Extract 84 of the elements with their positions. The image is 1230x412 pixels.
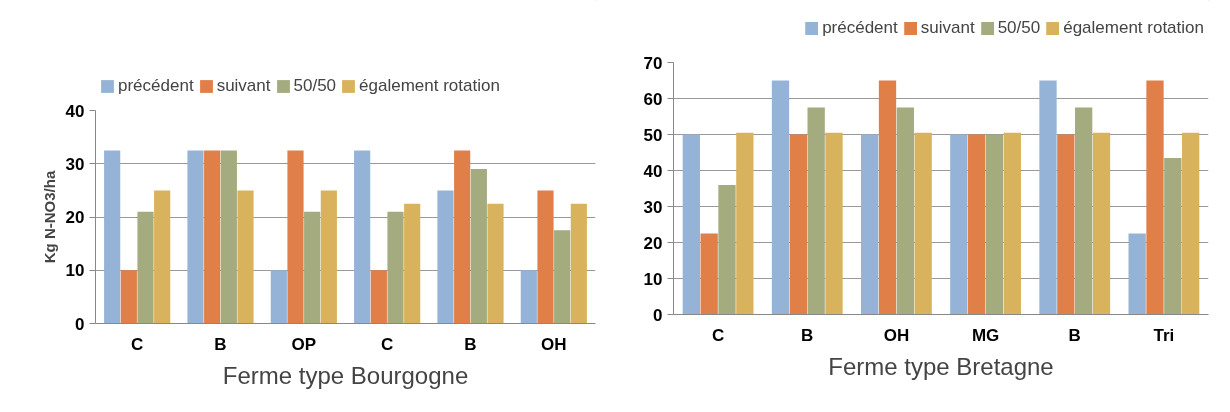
x-tick-label: MG xyxy=(971,325,1000,345)
y-tick-label: 20 xyxy=(65,208,85,227)
x-tick-label: OH xyxy=(541,334,567,354)
legend-label: également rotation xyxy=(359,76,500,96)
x-tick-label: B xyxy=(464,334,477,354)
bar xyxy=(520,270,537,324)
bar xyxy=(1075,107,1093,315)
bar xyxy=(104,150,121,324)
x-tick-label: B xyxy=(1068,325,1081,345)
bar xyxy=(387,211,404,324)
bar xyxy=(789,134,807,315)
bar xyxy=(1128,233,1146,315)
legend-label: précédent xyxy=(118,76,194,96)
y-tick-label: 50 xyxy=(643,125,663,145)
bar xyxy=(825,132,843,315)
bar xyxy=(807,107,825,315)
legend-label: 50/50 xyxy=(997,18,1041,38)
bar xyxy=(896,107,914,315)
bar xyxy=(154,190,171,324)
bar xyxy=(554,230,571,324)
bar xyxy=(204,150,221,324)
bar xyxy=(137,211,154,324)
bar xyxy=(187,150,204,324)
y-axis-title: Kg N-NO3/ha xyxy=(40,170,58,264)
bar xyxy=(878,80,897,315)
bar xyxy=(1164,157,1182,315)
bar xyxy=(370,270,387,324)
bar xyxy=(570,203,587,324)
bar xyxy=(1182,132,1200,315)
bar xyxy=(736,132,754,315)
bar xyxy=(1092,132,1111,315)
legend-label: suivant xyxy=(920,18,975,38)
bar xyxy=(950,134,968,315)
y-tick-label: 0 xyxy=(653,305,663,325)
bar xyxy=(861,134,879,315)
x-tick-label: Tri xyxy=(1153,325,1175,345)
bar xyxy=(700,233,718,315)
y-tick-label: 60 xyxy=(643,89,663,109)
bar xyxy=(682,134,700,315)
bar xyxy=(470,169,487,324)
x-tick-label: OP xyxy=(291,334,317,354)
bar xyxy=(320,190,337,324)
bar xyxy=(237,190,254,324)
y-tick-label: 40 xyxy=(65,101,85,121)
y-tick-label: 10 xyxy=(65,261,85,281)
bar xyxy=(718,184,736,315)
bar xyxy=(287,150,304,324)
x-tick-label: C xyxy=(381,334,394,354)
y-tick-label: 40 xyxy=(643,161,663,181)
legend-label: également rotation xyxy=(1063,18,1204,38)
bar xyxy=(1003,132,1021,315)
x-tick-label: C xyxy=(131,334,144,354)
x-axis-title: Ferme type Bretagne xyxy=(828,352,1054,380)
x-tick-label: OH xyxy=(883,325,910,345)
bar xyxy=(771,80,790,315)
y-tick-label: 70 xyxy=(643,53,663,73)
x-tick-label: B xyxy=(801,325,814,345)
y-tick-label: 30 xyxy=(65,154,85,174)
bar xyxy=(914,132,932,315)
x-axis-title: Ferme type Bourgogne xyxy=(222,361,469,389)
legend-label: suivant xyxy=(216,76,271,96)
bar xyxy=(120,270,137,324)
bar xyxy=(354,150,371,324)
y-tick-label: 10 xyxy=(643,269,663,289)
bar xyxy=(304,211,321,324)
bar xyxy=(487,203,504,324)
bar xyxy=(437,190,454,324)
bar xyxy=(404,203,421,324)
bar xyxy=(537,190,554,324)
bar xyxy=(220,150,237,324)
legend-label: précédent xyxy=(822,18,898,38)
legend-label: 50/50 xyxy=(293,76,337,96)
bar xyxy=(1039,80,1057,315)
y-tick-label: 0 xyxy=(75,314,85,334)
x-tick-label: C xyxy=(711,325,725,345)
bar xyxy=(1146,80,1164,315)
bar xyxy=(1057,134,1075,315)
bar xyxy=(270,270,287,324)
y-tick-label: 20 xyxy=(643,233,663,253)
y-tick-label: 30 xyxy=(643,197,663,217)
x-tick-label: B xyxy=(214,334,227,354)
bar xyxy=(454,150,471,324)
bar xyxy=(968,134,986,315)
bar xyxy=(985,134,1004,315)
